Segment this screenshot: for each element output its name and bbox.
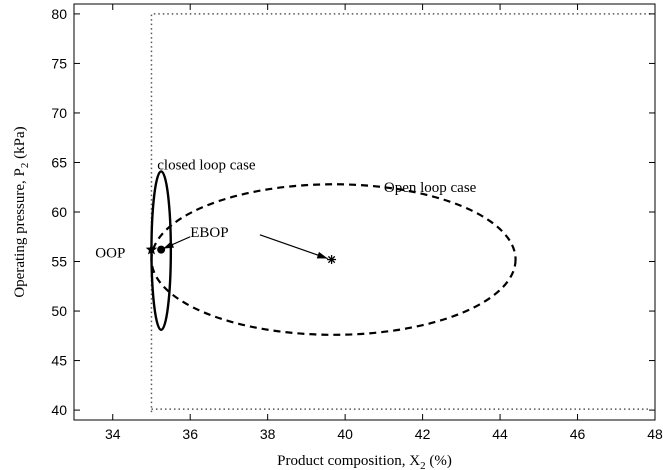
annotations-layer: closed loop case Open loop case EBOP OOP [95,157,476,261]
x-tick-label: 48 [647,426,663,442]
annotation-ebop: EBOP [190,225,228,241]
asterisk-stroke [327,255,336,264]
arrows-layer [162,234,328,260]
x-tick-label: 38 [260,426,276,442]
plot-frame [73,3,656,421]
y-tick-label: 60 [51,204,67,220]
y-tick-label: 80 [51,6,67,22]
y-tick-label: 40 [51,402,67,418]
annotation-open-loop-case: Open loop case [384,180,477,196]
x-axis-title-main: Product composition, X [277,453,420,469]
y-tick-label: 45 [51,353,67,369]
arrow-2-head [316,251,328,259]
x-ticks: 34 36 38 40 42 44 46 48 [105,4,663,442]
series-open-loop-case [150,183,517,336]
y-axis-title-unit: (kPa) [12,126,28,162]
y-tick-label: 50 [51,303,67,319]
y-axis-title: Operating pressure, P2 (kPa) [12,126,31,297]
annotation-oop: OOP [95,246,125,262]
x-tick-label: 44 [492,426,508,442]
y-tick-label: 70 [51,105,67,121]
ebop-marker [157,245,166,254]
arrow-2-shaft [259,234,328,260]
oop-marker [145,243,158,255]
points-layer [145,243,337,265]
x-axis-title-unit: (%) [426,453,452,469]
y-tick-label: 65 [51,154,67,170]
annotation-closed-loop-case: closed loop case [157,157,256,173]
y-ticks: 40 45 50 55 60 65 70 75 80 [51,6,655,418]
x-tick-label: 42 [415,426,431,442]
x-axis-title-sub: 2 [420,460,426,470]
y-axis-title-sub: 2 [19,163,31,169]
x-tick-label: 36 [182,426,198,442]
y-tick-label: 55 [51,254,67,270]
y-axis-title-main: Operating pressure, P [12,168,28,298]
x-tick-label: 40 [337,426,353,442]
arrow-1-head [163,241,175,249]
optimum-point-marker [327,255,337,265]
x-tick-label: 46 [570,426,586,442]
x-tick-label: 34 [105,426,121,442]
x-axis-title: Product composition, X2 (%) [277,453,452,470]
y-tick-label: 75 [51,55,67,71]
